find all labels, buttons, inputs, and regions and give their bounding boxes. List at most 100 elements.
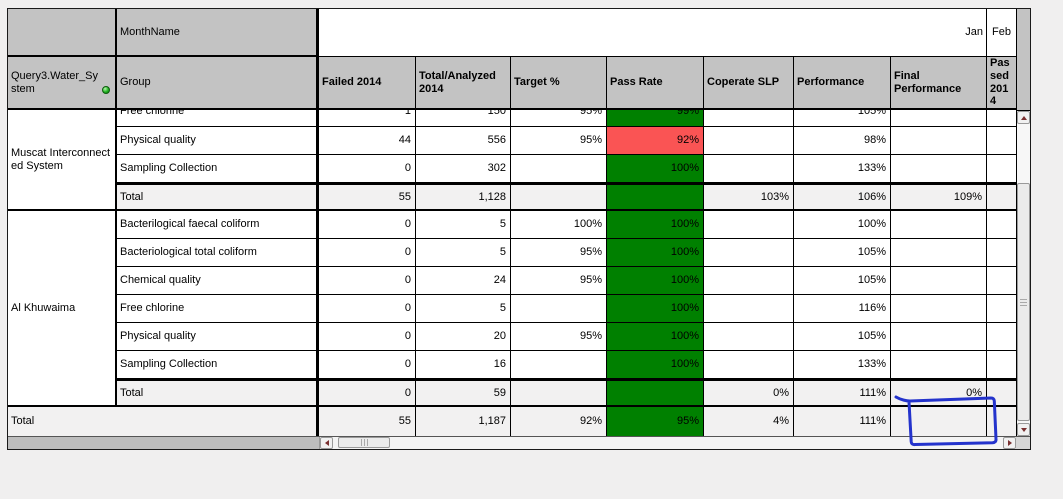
col-header-passed-2014[interactable]: Passed 2014 [987, 57, 1016, 110]
target-cell: 95% [511, 239, 607, 267]
passed-cell [987, 211, 1016, 239]
pass-rate-cell: 100% [607, 295, 704, 323]
pass-rate-cell [607, 379, 704, 407]
failed-cell: 55 [319, 183, 416, 211]
target-cell: 95% [511, 110, 607, 127]
final-performance-cell [891, 295, 987, 323]
failed-cell: 0 [319, 155, 416, 183]
slp-cell: 4% [704, 407, 794, 436]
final-performance-cell [891, 323, 987, 351]
system-cell-muscat[interactable]: Muscat Interconnected System [8, 110, 117, 211]
performance-cell: 106% [794, 183, 891, 211]
slp-cell [704, 295, 794, 323]
failed-cell: 0 [319, 239, 416, 267]
row-axis-header[interactable]: Query3.Water_System [8, 57, 117, 110]
performance-cell: 105% [794, 267, 891, 295]
vertical-scroll-thumb[interactable] [1017, 183, 1030, 421]
final-performance-cell [891, 127, 987, 155]
group-cell: Free chlorine [117, 295, 319, 323]
group-cell: Bacterilogical faecal coliform [117, 211, 319, 239]
col-header-final-performance[interactable]: Final Performance [891, 57, 987, 110]
performance-cell: 100% [794, 211, 891, 239]
system-cell-al-khuwaima[interactable]: Al Khuwaima [8, 211, 117, 407]
up-arrow-icon [1020, 115, 1027, 120]
passed-cell [987, 379, 1016, 407]
performance-cell: 133% [794, 351, 891, 379]
performance-cell: 111% [794, 407, 891, 436]
target-cell: 95% [511, 127, 607, 155]
group-cell: Sampling Collection [117, 155, 319, 183]
passed-cell [987, 183, 1016, 211]
col-header-failed-2014[interactable]: Failed 2014 [319, 57, 416, 110]
scrollbar-header-filler [1017, 9, 1030, 111]
group-cell: Bacteriological total coliform [117, 239, 319, 267]
scroll-up-button[interactable] [1017, 111, 1030, 124]
passed-cell [987, 351, 1016, 379]
analyzed-cell: 20 [416, 323, 511, 351]
group-cell: Sampling Collection [117, 351, 319, 379]
month-jan-header[interactable]: Jan [319, 9, 987, 57]
analyzed-cell: 59 [416, 379, 511, 407]
failed-cell: 55 [319, 407, 416, 436]
col-header-group[interactable]: Group [117, 57, 319, 110]
analyzed-cell: 1,187 [416, 407, 511, 436]
scroll-down-button[interactable] [1017, 423, 1030, 436]
passed-cell [987, 239, 1016, 267]
target-cell: 95% [511, 323, 607, 351]
horizontal-scrollbar[interactable] [8, 436, 1030, 449]
col-header-pass-rate[interactable]: Pass Rate [607, 57, 704, 110]
vertical-scrollbar[interactable] [1016, 9, 1030, 436]
pass-rate-cell: 100% [607, 351, 704, 379]
target-cell [511, 379, 607, 407]
col-header-total-analyzed-2014[interactable]: Total/Analyzed 2014 [416, 57, 511, 110]
performance-cell: 98% [794, 127, 891, 155]
pass-rate-cell: 100% [607, 239, 704, 267]
col-header-performance[interactable]: Performance [794, 57, 891, 110]
target-cell: 100% [511, 211, 607, 239]
col-header-target-pct[interactable]: Target % [511, 57, 607, 110]
target-cell: 95% [511, 267, 607, 295]
pass-rate-cell: 100% [607, 323, 704, 351]
target-cell: 92% [511, 407, 607, 436]
vertical-scroll-track[interactable] [1017, 124, 1030, 423]
final-performance-cell: 109% [891, 183, 987, 211]
dataset-indicator-icon[interactable] [102, 86, 110, 94]
analyzed-cell: 5 [416, 239, 511, 267]
subtotal-label-cell: Total [117, 183, 319, 211]
horizontal-scroll-thumb[interactable] [338, 437, 390, 448]
performance-cell: 105% [794, 110, 891, 127]
final-performance-cell [891, 155, 987, 183]
col-header-coperate-slp[interactable]: Coperate SLP [704, 57, 794, 110]
performance-cell: 116% [794, 295, 891, 323]
failed-cell: 1 [319, 110, 416, 127]
failed-cell: 0 [319, 267, 416, 295]
pass-rate-cell: 100% [607, 155, 704, 183]
month-feb-header[interactable]: Feb [987, 9, 1016, 57]
passed-cell [987, 110, 1016, 127]
row-axis-label: Query3.Water_System [11, 69, 99, 95]
pass-rate-cell [607, 183, 704, 211]
analyzed-cell: 302 [416, 155, 511, 183]
passed-cell [987, 295, 1016, 323]
group-cell: Physical quality [117, 127, 319, 155]
failed-cell: 0 [319, 211, 416, 239]
final-performance-cell [891, 351, 987, 379]
target-cell [511, 351, 607, 379]
scroll-right-button[interactable] [1003, 437, 1016, 449]
frozen-columns-filler [8, 437, 320, 449]
analyzed-cell: 1,128 [416, 183, 511, 211]
passed-cell [987, 407, 1016, 436]
target-cell [511, 155, 607, 183]
final-performance-cell [891, 211, 987, 239]
performance-cell: 133% [794, 155, 891, 183]
analyzed-cell: 5 [416, 211, 511, 239]
analyzed-cell: 16 [416, 351, 511, 379]
passed-cell [987, 127, 1016, 155]
month-axis-header[interactable]: MonthName [117, 9, 319, 57]
analyzed-cell: 150 [416, 110, 511, 127]
scroll-left-button[interactable] [320, 437, 333, 449]
horizontal-scroll-track[interactable] [333, 437, 1003, 449]
final-performance-cell: 0% [891, 379, 987, 407]
slp-cell [704, 267, 794, 295]
